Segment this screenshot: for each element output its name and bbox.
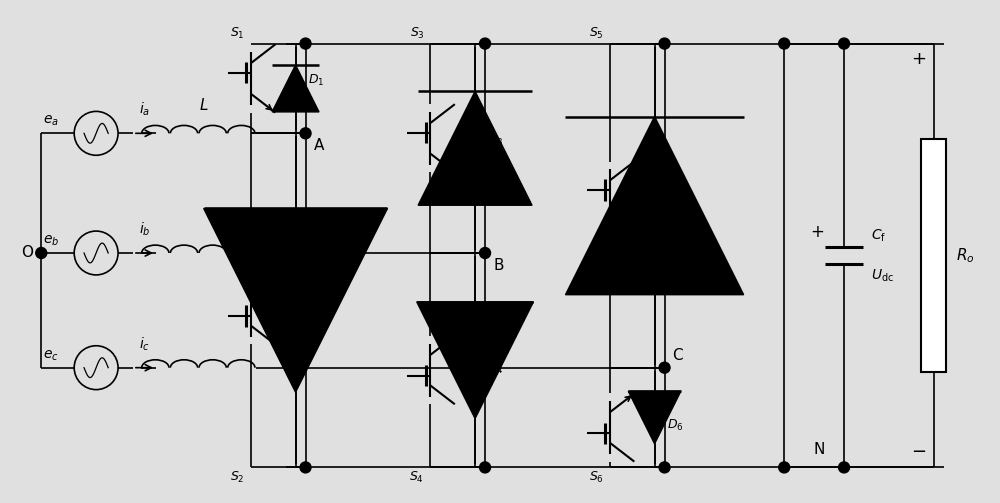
Text: $e_{\mathregular{c}}$: $e_{\mathregular{c}}$ (43, 348, 59, 363)
Polygon shape (628, 391, 681, 444)
Circle shape (36, 247, 47, 259)
Text: $S_5$: $S_5$ (589, 26, 604, 41)
Text: $e_{\mathregular{a}}$: $e_{\mathregular{a}}$ (43, 114, 59, 128)
Polygon shape (418, 92, 532, 205)
Circle shape (300, 38, 311, 49)
Text: $i_{\mathregular{a}}$: $i_{\mathregular{a}}$ (139, 101, 150, 118)
Polygon shape (565, 117, 744, 295)
Text: B: B (493, 258, 504, 273)
Text: $S_1$: $S_1$ (230, 26, 245, 41)
Text: $S_4$: $S_4$ (409, 470, 424, 485)
Polygon shape (417, 302, 533, 418)
Text: $e_{\mathregular{b}}$: $e_{\mathregular{b}}$ (43, 233, 59, 248)
Text: $D_4$: $D_4$ (487, 361, 504, 376)
Text: O: O (21, 245, 33, 261)
Text: $D_1$: $D_1$ (308, 73, 324, 88)
Text: $R_{\mathregular{o}}$: $R_{\mathregular{o}}$ (956, 246, 974, 265)
Text: $D_2$: $D_2$ (308, 301, 324, 316)
Circle shape (779, 462, 790, 473)
Text: $D_6$: $D_6$ (667, 418, 683, 433)
Polygon shape (272, 65, 319, 112)
Circle shape (480, 462, 491, 473)
Text: $U_{\mathregular{dc}}$: $U_{\mathregular{dc}}$ (871, 267, 894, 284)
Circle shape (659, 362, 670, 373)
Text: $D_5$: $D_5$ (667, 190, 683, 205)
Text: N: N (813, 442, 825, 457)
Circle shape (659, 462, 670, 473)
Text: +: + (810, 222, 824, 240)
Polygon shape (204, 209, 387, 392)
Circle shape (659, 38, 670, 49)
Text: $L$: $L$ (199, 98, 208, 113)
Text: +: + (911, 49, 926, 67)
Text: $S_2$: $S_2$ (230, 470, 245, 485)
Circle shape (480, 38, 491, 49)
Circle shape (480, 247, 491, 259)
Text: $D_3$: $D_3$ (487, 133, 504, 148)
Text: $i_{\mathregular{b}}$: $i_{\mathregular{b}}$ (139, 221, 150, 238)
Text: $S_3$: $S_3$ (410, 26, 424, 41)
Text: −: − (911, 444, 926, 461)
Text: $C_{\mathregular{f}}$: $C_{\mathregular{f}}$ (871, 227, 886, 244)
Circle shape (300, 128, 311, 139)
Text: A: A (314, 138, 324, 153)
Text: C: C (673, 348, 683, 363)
Circle shape (779, 38, 790, 49)
FancyBboxPatch shape (921, 139, 946, 372)
Circle shape (300, 462, 311, 473)
Text: $S_6$: $S_6$ (589, 470, 604, 485)
Circle shape (839, 462, 850, 473)
Text: $i_{\mathregular{c}}$: $i_{\mathregular{c}}$ (139, 336, 150, 353)
Circle shape (839, 38, 850, 49)
